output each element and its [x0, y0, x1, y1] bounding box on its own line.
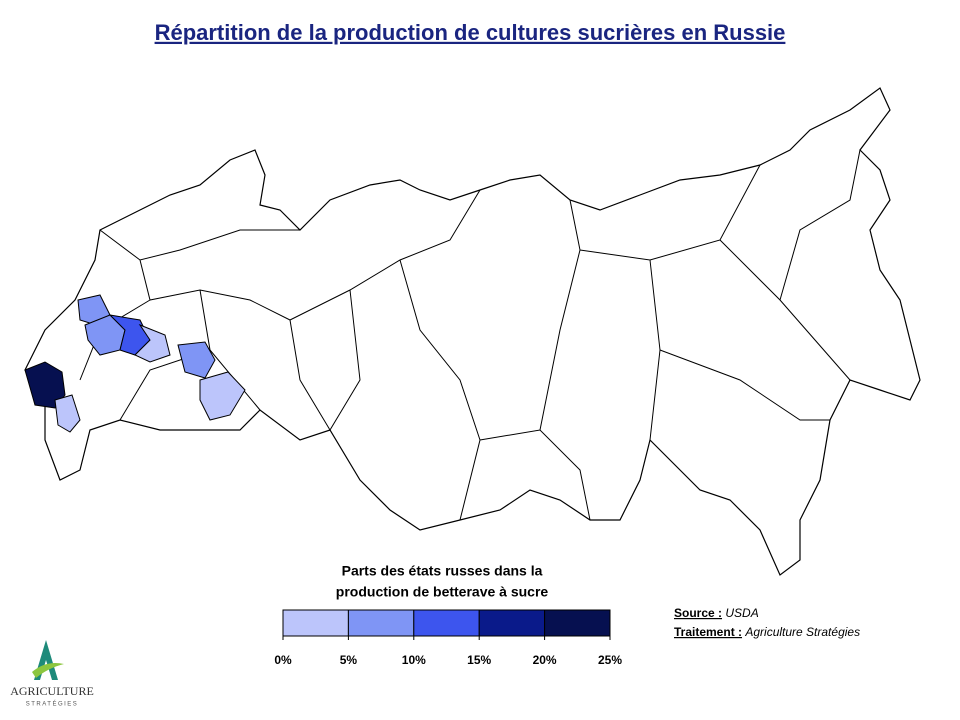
legend-tick-label: 5%	[340, 653, 358, 667]
logo-tagline: STRATÉGIES	[26, 701, 79, 708]
legend-title: production de betterave à sucre	[336, 584, 549, 600]
logo-leaf	[32, 663, 64, 678]
legend: 0% 5% 10% 15% 20% 25%	[274, 609, 622, 667]
treatment-label: Traitement :	[674, 625, 742, 639]
legend-title: Parts des états russes dans la	[342, 563, 543, 579]
region	[24, 361, 66, 409]
country-outline	[24, 87, 921, 576]
legend-tick-label: 0%	[274, 653, 292, 667]
legend-swatch	[544, 609, 611, 637]
legend-swatch	[478, 609, 546, 637]
legend-tick-label: 25%	[598, 653, 622, 667]
logo: AGRICULTURE STRATÉGIES	[10, 640, 94, 708]
logo-name: AGRICULTURE	[10, 684, 94, 698]
region	[177, 341, 216, 379]
legend-tick-label: 15%	[467, 653, 491, 667]
legend-tick-label: 20%	[533, 653, 557, 667]
source-label: Source :	[674, 606, 722, 620]
region	[199, 371, 246, 421]
region	[54, 394, 81, 433]
map	[24, 87, 921, 576]
legend-tick-label: 10%	[402, 653, 426, 667]
title: Répartition de la production de cultures…	[155, 20, 786, 45]
legend-swatch	[282, 609, 349, 637]
region	[134, 323, 171, 363]
legend-swatch	[347, 609, 415, 637]
treatment-value: Agriculture Stratégies	[744, 625, 860, 639]
treatment: Traitement : Agriculture Stratégies	[674, 625, 860, 639]
legend-swatch	[413, 609, 480, 637]
source-value: USDA	[725, 606, 758, 620]
source: Source : USDA	[674, 606, 759, 620]
